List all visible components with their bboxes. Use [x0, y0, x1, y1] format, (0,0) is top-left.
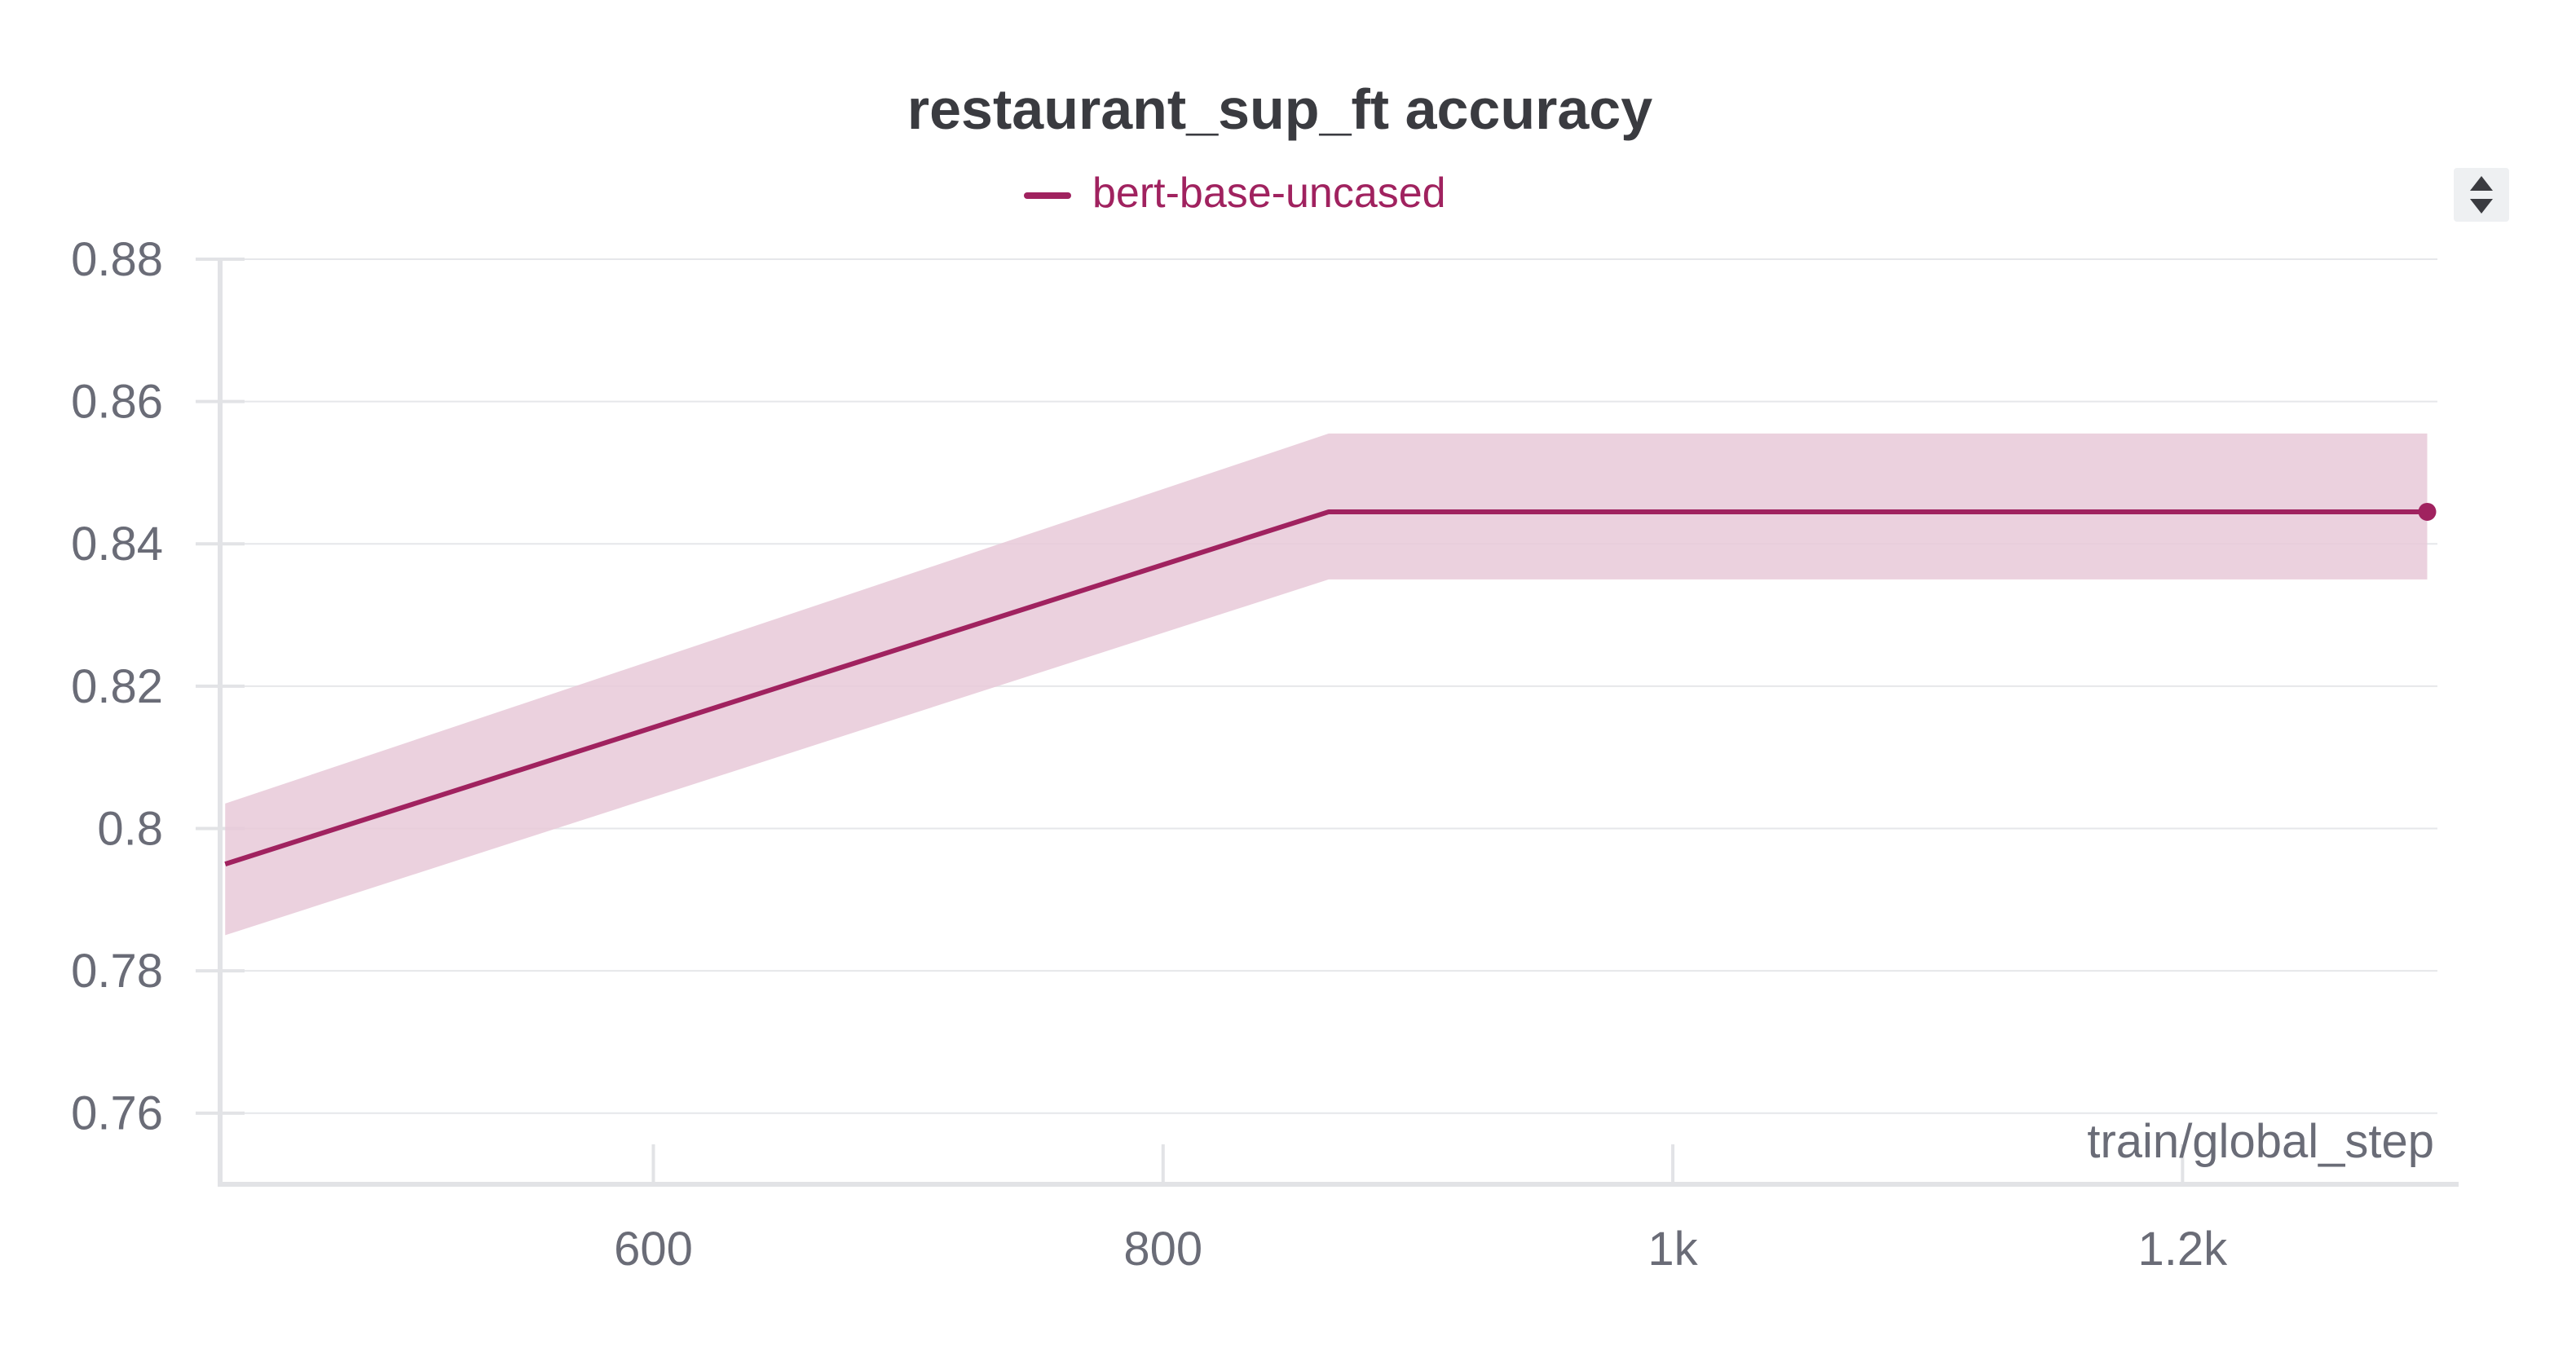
y-tick-label-0: 0.76 [71, 1087, 163, 1140]
x-axis-ticks: 600 800 1k 1.2k [614, 1144, 2228, 1276]
y-tick-label-4: 0.84 [71, 518, 163, 571]
x-tick-label-0: 600 [614, 1223, 693, 1276]
series-band-0 [225, 433, 2428, 936]
series-end-point-0[interactable] [2418, 502, 2437, 521]
x-tick-label-3: 1.2k [2138, 1223, 2229, 1276]
grid [220, 258, 2437, 1114]
x-tick-label-1: 800 [1123, 1223, 1202, 1276]
x-axis-label: train/global_step [2087, 1115, 2434, 1168]
x-tick-label-2: 1k [1647, 1223, 1698, 1276]
y-tick-label-5: 0.86 [71, 376, 163, 429]
series-line-0 [224, 509, 2428, 866]
y-tick-label-1: 0.78 [71, 945, 163, 998]
sort-updown-icon [2470, 176, 2493, 214]
legend-label-0: bert-base-uncased [1092, 170, 1446, 217]
y-tick-label-2: 0.8 [97, 802, 163, 855]
y-tick-label-6: 0.88 [71, 233, 163, 286]
legend[interactable]: bert-base-uncased [1024, 170, 1446, 217]
sort-toggle-button[interactable] [2454, 168, 2509, 222]
series-layer [224, 433, 2437, 936]
chart-title: restaurant_sup_ft accuracy [907, 77, 1652, 141]
y-tick-label-3: 0.82 [71, 660, 163, 713]
